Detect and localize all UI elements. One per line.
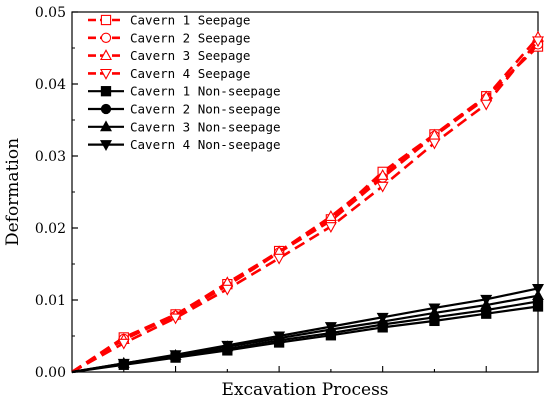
series-line <box>71 39 540 374</box>
data-point <box>324 210 337 221</box>
series-8 <box>71 284 544 374</box>
data-point <box>169 313 182 325</box>
legend-label: Cavern 1 Seepage <box>130 13 250 28</box>
legend-marker <box>100 120 112 132</box>
data-point <box>428 303 441 315</box>
legend-label: Cavern 3 Non-seepage <box>130 119 281 134</box>
legend-marker <box>100 140 112 152</box>
y-tick-label: 0.00 <box>35 365 66 381</box>
legend-marker <box>100 103 112 115</box>
legend-label: Cavern 1 Non-seepage <box>130 84 281 99</box>
series-4 <box>71 36 544 374</box>
y-tick-label: 0.01 <box>35 293 66 309</box>
legend-item: Cavern 2 Seepage <box>88 30 250 45</box>
legend-marker <box>100 32 112 43</box>
data-point <box>324 322 337 334</box>
data-point <box>221 284 234 296</box>
data-point <box>376 181 389 193</box>
x-axis-title: Excavation Process <box>221 380 388 400</box>
legend-marker <box>100 86 112 97</box>
legend-marker <box>100 49 112 61</box>
data-point <box>117 358 130 370</box>
data-point <box>532 36 544 48</box>
legend-label: Cavern 4 Non-seepage <box>130 137 281 152</box>
data-point <box>532 284 544 295</box>
data-point <box>273 253 286 265</box>
legend-item: Cavern 4 Seepage <box>88 66 250 81</box>
legend-marker <box>100 68 112 80</box>
data-point <box>221 340 234 352</box>
y-tick-label: 0.04 <box>35 77 66 93</box>
data-point <box>480 294 493 306</box>
legend-label: Cavern 3 Seepage <box>130 48 250 63</box>
data-point <box>324 222 337 233</box>
legend-item: Cavern 2 Non-seepage <box>88 102 281 117</box>
legend-item: Cavern 3 Seepage <box>88 48 250 63</box>
axes: 0.00 0.01 0.02 0.03 0.04 0.05 <box>35 5 539 381</box>
data-point <box>480 99 493 111</box>
legend: Cavern 1 Seepage Cavern 2 Seepage Cavern 3… <box>88 13 281 152</box>
data-point <box>273 331 286 343</box>
series-line <box>71 287 539 374</box>
legend-marker <box>100 14 112 26</box>
data-point <box>376 312 389 324</box>
data-point <box>169 350 182 362</box>
series-group <box>71 30 544 374</box>
data-point <box>376 169 389 180</box>
data-point <box>532 289 544 301</box>
legend-label: Cavern 4 Seepage <box>130 66 250 81</box>
y-tick-label: 0.03 <box>35 149 66 165</box>
y-tick-label: 0.02 <box>35 221 66 237</box>
legend-item: Cavern 4 Non-seepage <box>88 137 281 152</box>
series-line <box>71 36 539 374</box>
legend-label: Cavern 2 Non-seepage <box>130 102 281 117</box>
data-point <box>428 138 441 150</box>
legend-item: Cavern 3 Non-seepage <box>88 119 281 134</box>
legend-item: Cavern 1 Non-seepage <box>88 84 281 99</box>
y-axis-title: Deformation <box>3 138 23 246</box>
legend-label: Cavern 2 Seepage <box>130 30 250 45</box>
data-point <box>117 338 130 350</box>
legend-item: Cavern 1 Seepage <box>88 13 250 28</box>
y-tick-label: 0.05 <box>35 5 66 21</box>
